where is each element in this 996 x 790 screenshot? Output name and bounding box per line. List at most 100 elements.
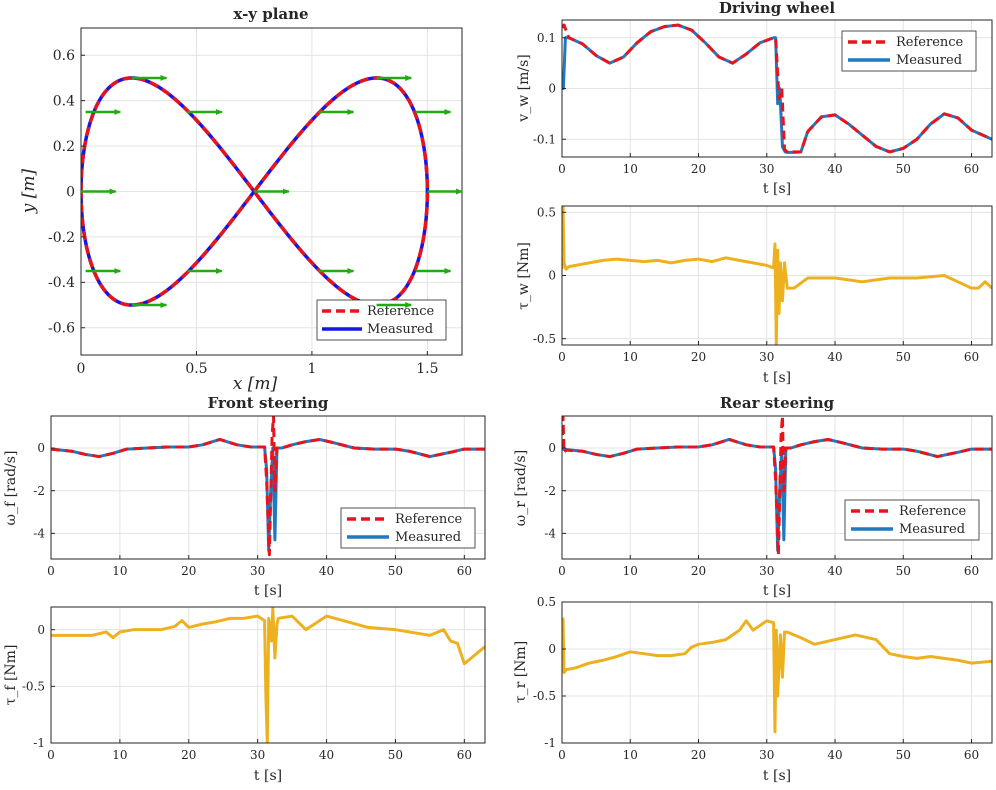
tr-xtick-label: 10 [623,748,638,762]
wr-ytick-label: -4 [544,527,556,541]
tr-xtick-label: 60 [964,748,979,762]
xy-grid [80,28,462,355]
xy-reference-series [81,76,430,307]
xy-ytick-label: -0.6 [48,321,75,337]
xy-ytick-label: 0 [66,184,75,200]
xy-ytick-label: 0.6 [53,48,75,64]
vw-xtick-label: 20 [691,162,706,176]
tw-ylabel: τ_w [Nm] [516,242,532,310]
wr-axes-box [561,415,993,560]
panel-wr: Rear steering 0 10 20 30 40 50 60 -4 -2 0 t [s] ω… [513,394,993,599]
tf-xtick-label: 40 [319,748,334,762]
wf-legend-ref-label: Reference [395,512,463,527]
tw-torque-series [562,206,992,345]
wf-xtick-label: 50 [388,564,403,578]
tf-xtick-label: 60 [457,748,472,762]
panel-vw: Driving wheel 0 10 20 30 40 50 60 -0.1 0 0.1 t [s… [516,0,993,197]
wf-ticks: 0 10 20 30 40 50 60 -4 -2 0 [33,441,472,578]
tr-xtick-label: 30 [759,748,774,762]
xy-ytick-label: -0.4 [48,275,75,291]
panel-tr: 0 10 20 30 40 50 60 -1 -0.5 0 0.5 t [s] τ_r [Nm] [513,595,993,784]
tw-xtick-label: 50 [896,350,911,364]
tf-ytick-label: -0.5 [22,680,45,694]
vw-legend: Reference Measured [841,30,977,72]
xy-ytick-label: 0.4 [53,94,75,110]
wr-xlabel: t [s] [763,583,791,599]
vw-reference-series [562,23,992,154]
tw-data [562,206,992,345]
panel-wf: Front steering 0 10 20 30 40 50 60-4-20 t [s] … [3,394,486,599]
wr-xtick-label: 30 [759,564,774,578]
wr-data [562,416,992,557]
xy-legend-ref-label: Reference [367,304,435,319]
xy-ylabel: y [m] [19,168,39,214]
vw-ticks: 0 10 20 30 40 50 60 -0.1 0 0.1 [533,31,979,176]
tr-xtick-label: 0 [558,748,566,762]
vw-legend-ref-label: Reference [896,35,964,50]
xy-legend-box [316,299,447,341]
wf-xtick-label: 30 [250,564,265,578]
xy-legend: Reference Measured [316,299,447,341]
tr-ytick-label: -1 [544,736,556,750]
wf-legend: Reference Measured [340,507,476,549]
tf-ylabel: τ_f [Nm] [3,645,19,706]
wr-ylabel: ω_r [rad/s] [513,450,529,526]
wf-xtick-label: 40 [319,564,334,578]
tf-ytick-label: -1 [33,736,45,750]
tw-xtick-label: 20 [691,350,706,364]
wr-legend-box [844,499,980,541]
xy-xtick-label: 1 [307,361,316,377]
tf-xtick-label: 20 [181,748,196,762]
vw-xlabel: t [s] [763,181,791,197]
tw-ytick-label: 0 [548,269,556,283]
wf-legend-meas-label: Measured [395,530,461,545]
xy-xlabel: x [m] [233,374,278,394]
xy-xtick-label: 0 [77,361,86,377]
tw-ytick-label: 0.5 [537,206,556,220]
tr-xtick-label: 20 [691,748,706,762]
wf-axes-box [50,415,486,560]
wf-ytick-label: -2 [33,484,45,498]
tw-xtick-label: 40 [827,350,842,364]
xy-ytick-label: 0.2 [53,139,75,155]
vw-ytick-label: 0 [548,82,556,96]
vw-ytick-label: 0.1 [537,31,556,45]
tf-ytick-label: 0 [37,623,45,637]
tf-xtick-label: 30 [250,748,265,762]
wf-xtick-label: 0 [47,564,55,578]
wf-ytick-label: -4 [33,527,45,541]
vw-legend-meas-label: Measured [896,53,962,68]
wf-xlabel: t [s] [254,583,282,599]
tr-ticks: 0 10 20 30 40 50 60 -1 -0.5 0 0.5 [533,595,979,762]
wr-legend-meas-label: Measured [899,522,965,537]
tf-ticks: 0 10 20 30 40 50 60 -1 -0.5 0 [22,623,472,762]
tr-ytick-label: 0 [548,642,556,656]
tr-xlabel: t [s] [763,768,791,784]
tf-data [51,607,485,743]
wf-data [51,416,485,557]
tr-axes-box [561,601,993,744]
vw-xtick-label: 50 [896,162,911,176]
vw-ytick-label: -0.1 [533,132,556,146]
tr-torque-series [562,617,992,734]
wf-ylabel: ω_f [rad/s] [3,451,19,526]
wr-xtick-label: 50 [896,564,911,578]
wr-ytick-label: -2 [544,484,556,498]
tf-xtick-label: 10 [112,748,127,762]
wr-xtick-label: 20 [691,564,706,578]
wr-ticks: 0 10 20 30 40 50 60 -4 -2 0 [544,441,979,578]
tw-xtick-label: 60 [964,350,979,364]
wf-xtick-label: 60 [457,564,472,578]
wf-xtick-label: 10 [112,564,127,578]
wf-title: Front steering [208,394,329,412]
tw-ytick-label: -0.5 [533,332,556,346]
vw-ylabel: v_w [m/s] [516,54,532,122]
wf-xtick-label: 20 [181,564,196,578]
vw-legend-box [841,30,977,72]
tw-xtick-label: 30 [759,350,774,364]
vw-xtick-label: 40 [827,162,842,176]
tw-ticks: 0 10 20 30 40 50 60-0.500.5 [533,206,979,364]
xy-data [81,76,430,307]
vw-xtick-label: 60 [964,162,979,176]
